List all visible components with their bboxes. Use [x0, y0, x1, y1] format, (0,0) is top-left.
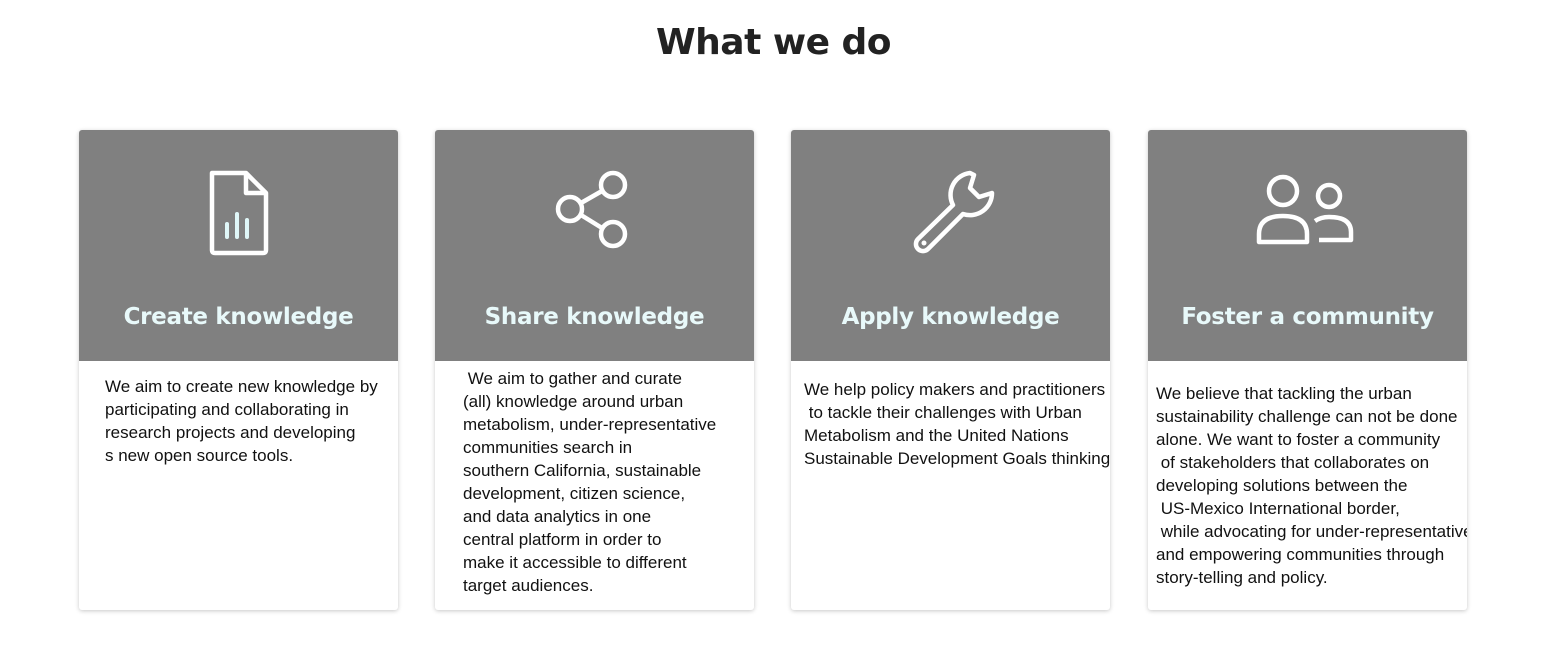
- card-title: Apply knowledge: [841, 304, 1060, 330]
- card-header: Apply knowledge: [791, 130, 1110, 361]
- card-title: Share knowledge: [484, 304, 705, 330]
- card-foster-community: Foster a community We believe that tackl…: [1148, 130, 1467, 610]
- card-description: We believe that tackling the urban susta…: [1156, 384, 1467, 587]
- card-description: We aim to gather and curate (all) knowle…: [463, 369, 717, 595]
- wrench-icon: [791, 168, 1110, 258]
- share-icon: [435, 168, 754, 258]
- card-apply-knowledge: Apply knowledge We help policy makers an…: [791, 130, 1110, 610]
- card-description: We help policy makers and practitioners …: [804, 380, 1110, 468]
- card-header: Share knowledge: [435, 130, 754, 361]
- people-icon: [1148, 168, 1467, 258]
- card-share-knowledge: Share knowledge We aim to gather and cur…: [435, 130, 754, 610]
- card-header: Foster a community: [1148, 130, 1467, 361]
- card-header: Create knowledge: [79, 130, 398, 361]
- section-title: What we do: [655, 22, 892, 63]
- card-create-knowledge: Create knowledge We aim to create new kn…: [79, 130, 398, 610]
- document-chart-icon: [79, 168, 398, 258]
- card-description: We aim to create new knowledge by partic…: [105, 377, 378, 465]
- card-title: Create knowledge: [123, 304, 354, 330]
- card-title: Foster a community: [1181, 304, 1434, 330]
